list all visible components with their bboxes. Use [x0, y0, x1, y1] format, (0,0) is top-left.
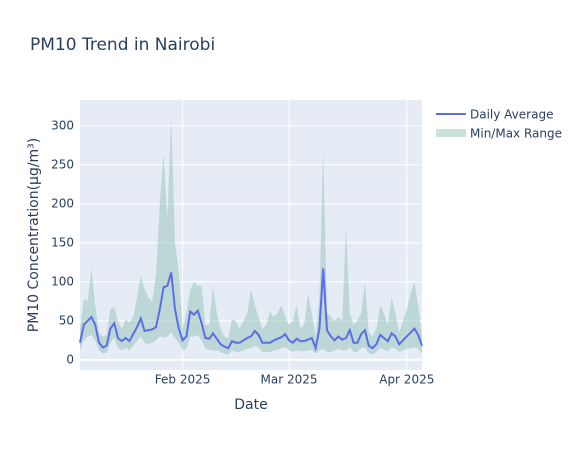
range-band [80, 116, 422, 355]
x-axis-title: Date [234, 397, 267, 413]
y-tick-label: 200 [51, 196, 74, 210]
y-tick-label: 0 [66, 352, 74, 366]
x-tick-label: Mar 2025 [261, 373, 318, 387]
chart-title: PM10 Trend in Nairobi [30, 35, 215, 55]
average-line [79, 268, 423, 352]
legend-label: Daily Average [470, 108, 553, 122]
x-tick-label: Apr 2025 [379, 373, 434, 387]
y-tick-label: 300 [51, 118, 74, 132]
x-tick-label: Feb 2025 [155, 373, 211, 387]
y-tick-label: 150 [51, 235, 74, 249]
y-tick-label: 250 [51, 157, 74, 171]
legend-swatch [436, 129, 466, 137]
legend-label: Min/Max Range [470, 127, 562, 141]
y-tick-label: 100 [51, 274, 74, 288]
y-tick-label: 50 [59, 313, 74, 327]
y-axis-title: PM10 Concentration(μg/m³) [26, 138, 42, 333]
